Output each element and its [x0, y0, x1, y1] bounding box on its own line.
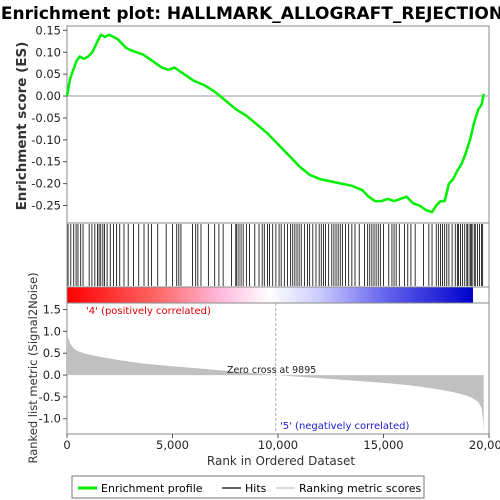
- legend: Enrichment profile Hits Ranking metric s…: [71, 475, 425, 499]
- metric-y-tick-label: 0.5: [43, 346, 61, 360]
- es-panel: 0.15 0.10 0.05 0.00 -0.05 -0.10 -0.15 -0.20 -0.2…: [14, 23, 490, 224]
- es-y-tick-label: -0.20: [31, 177, 61, 191]
- enrichment-profile-line: [65, 33, 485, 214]
- metric-y-axis-label: Ranked list metric (Signal2Noise): [26, 272, 40, 463]
- hits-frame: [66, 222, 490, 288]
- x-tick-label: 0: [63, 438, 70, 452]
- chart-title: Enrichment plot: HALLMARK_ALLOGRAFT_REJE…: [1, 4, 500, 24]
- es-y-tick-label: 0.05: [35, 67, 61, 81]
- metric-y-ticks: 1.5 1.0 0.5 0.0 -0.5 -1.0: [39, 303, 67, 426]
- es-y-tick-label: -0.15: [31, 155, 61, 169]
- metric-y-tick-label: -0.5: [39, 390, 61, 404]
- es-y-tick-label: 0.15: [35, 23, 61, 37]
- ranking-metric-area: [67, 330, 484, 431]
- metric-panel: 1.5 1.0 0.5 0.0 -0.5 -1.0 0 5,000 10,000 15,000 2…: [26, 272, 500, 468]
- es-y-tick-label: -0.25: [31, 198, 61, 212]
- legend-enrichment-label: Enrichment profile: [101, 482, 203, 495]
- legend-metric-label: Ranking metric scores: [299, 482, 421, 495]
- hits-panel: [66, 222, 490, 288]
- legend-frame: [71, 475, 425, 499]
- rank-color-bar: [67, 287, 473, 303]
- x-axis-label: Rank in Ordered Dataset: [207, 454, 355, 468]
- metric-y-tick-label: 0.0: [43, 368, 61, 382]
- positive-correlation-label: '4' (positively correlated): [86, 306, 211, 317]
- metric-y-tick-label: 1.5: [43, 303, 61, 317]
- es-y-axis-label: Enrichment score (ES): [14, 42, 30, 211]
- es-y-ticks: 0.15 0.10 0.05 0.00 -0.05 -0.10 -0.15 -0.20 -0.2…: [31, 23, 67, 212]
- metric-y-tick-label: -1.0: [39, 412, 61, 426]
- es-y-tick-label: 0.00: [35, 89, 61, 103]
- es-y-tick-label: 0.10: [35, 45, 61, 59]
- es-y-tick-label: -0.05: [31, 111, 61, 125]
- metric-y-tick-label: 1.0: [43, 324, 61, 338]
- zero-cross-label: Zero cross at 9895: [227, 365, 316, 376]
- negative-correlation-label: '5' (negatively correlated): [280, 421, 409, 432]
- x-tick-label: 5,000: [156, 438, 189, 452]
- es-y-tick-label: -0.10: [31, 133, 61, 147]
- x-tick-label: 15,000: [363, 438, 403, 452]
- x-tick-label: 10,000: [258, 438, 298, 452]
- hit-lines: [67, 224, 484, 286]
- x-tick-label: 20,000: [469, 438, 500, 452]
- metric-x-ticks: 0 5,000 10,000 15,000 20,000: [63, 434, 500, 452]
- es-plot-frame: [66, 25, 490, 224]
- legend-hits-label: Hits: [245, 482, 267, 495]
